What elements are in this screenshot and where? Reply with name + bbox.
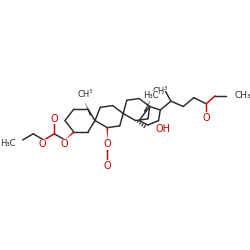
Polygon shape <box>84 101 91 116</box>
Text: O: O <box>104 160 111 170</box>
Polygon shape <box>144 98 152 112</box>
Text: 3: 3 <box>164 86 167 91</box>
Text: CH: CH <box>78 90 90 98</box>
Text: OH: OH <box>156 124 171 134</box>
Text: H₃C: H₃C <box>143 91 158 100</box>
Text: O: O <box>60 140 68 149</box>
Text: CH₃: CH₃ <box>234 91 250 100</box>
Text: O: O <box>38 140 46 149</box>
Text: O: O <box>202 113 210 123</box>
Polygon shape <box>65 132 74 140</box>
Text: O: O <box>50 114 58 124</box>
Text: 3: 3 <box>89 89 92 94</box>
Text: CH: CH <box>152 87 165 96</box>
Polygon shape <box>106 128 108 140</box>
Text: H₃C: H₃C <box>0 139 16 148</box>
Text: O: O <box>104 140 111 149</box>
